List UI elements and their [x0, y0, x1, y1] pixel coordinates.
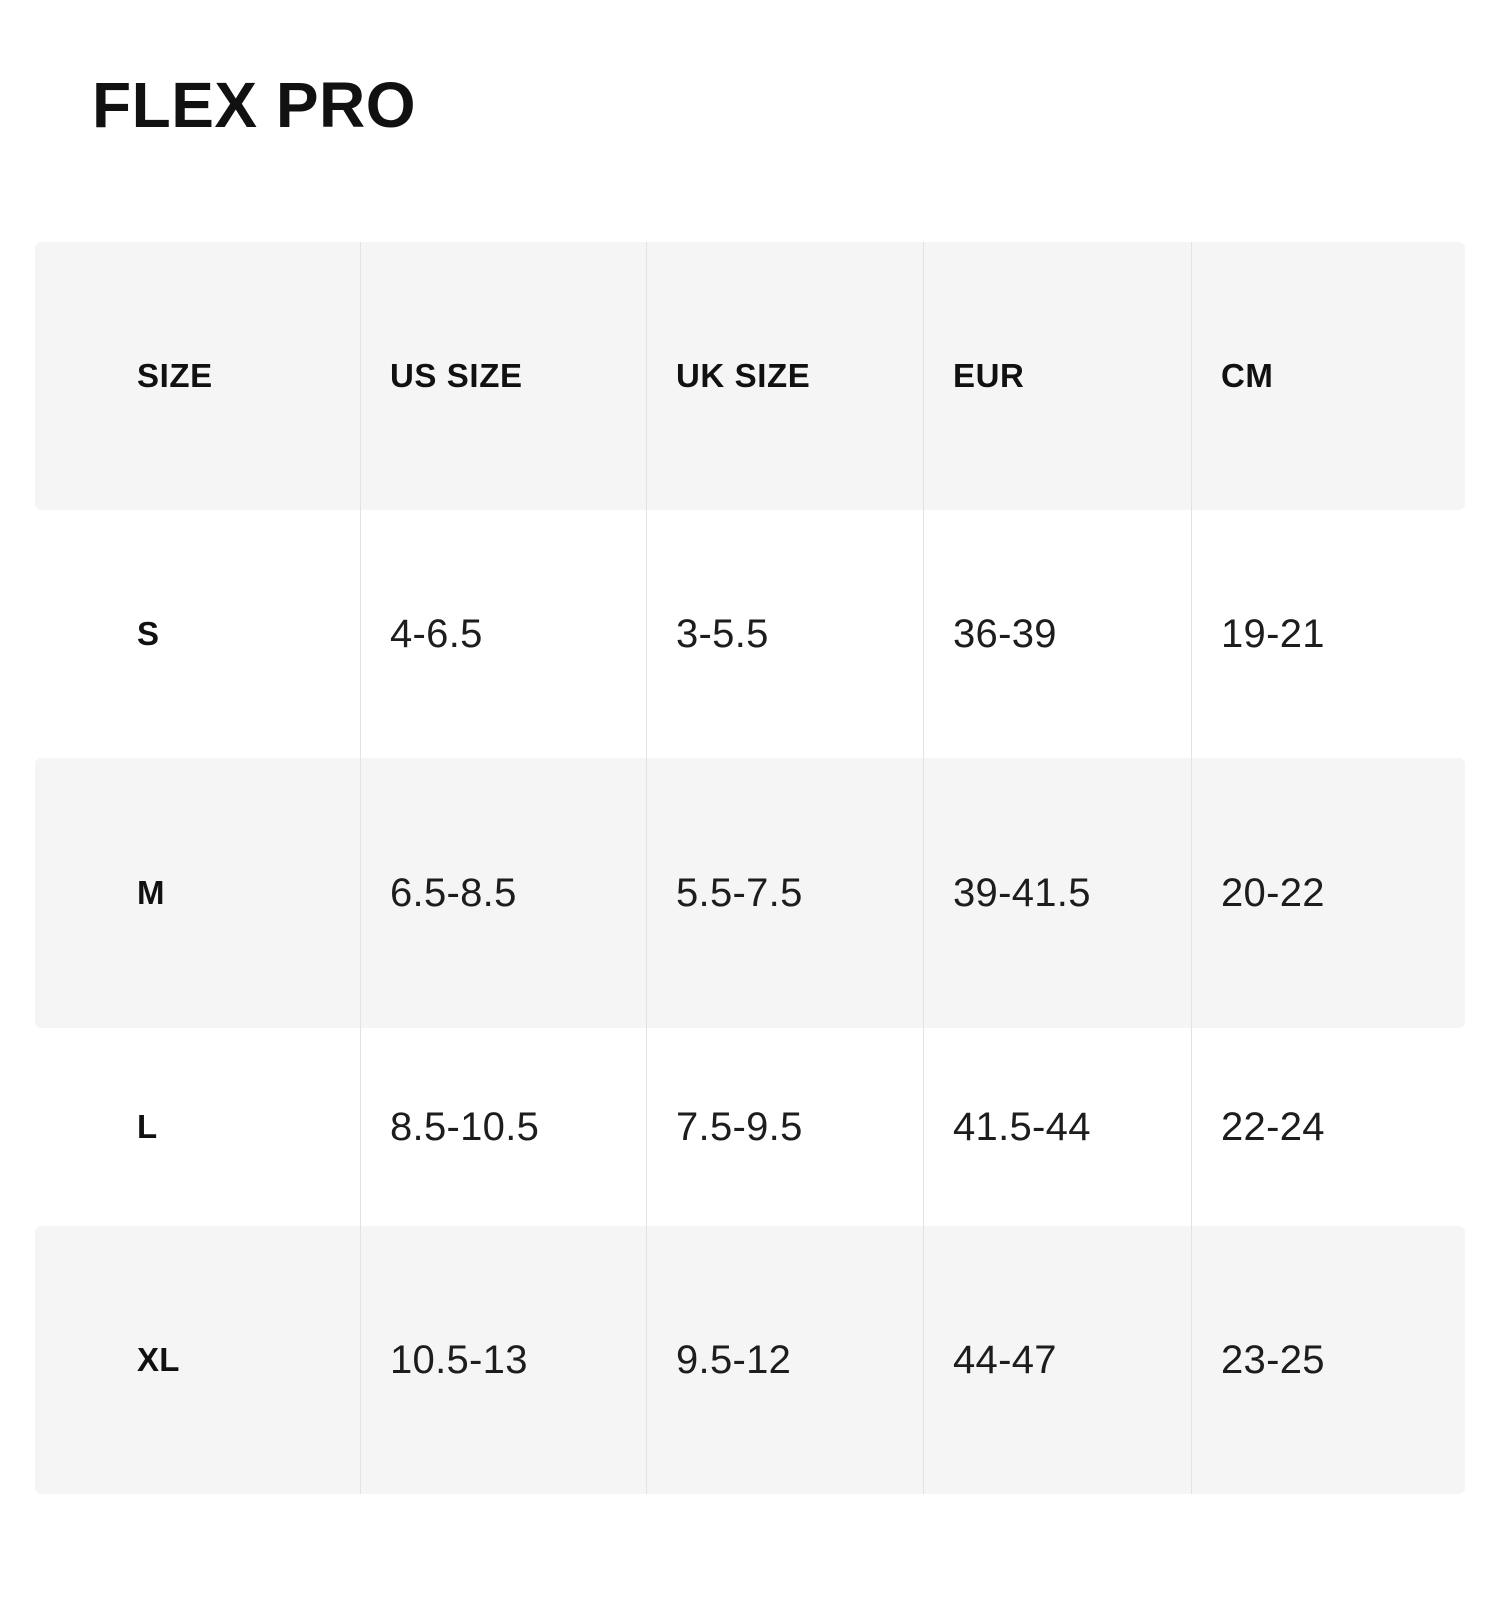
table-cell-uk: 9.5-12	[646, 1226, 923, 1494]
table-cell-cm: 19-21	[1191, 510, 1465, 758]
size-label: S	[137, 615, 160, 652]
table-cell-eur: 41.5-44	[923, 1028, 1191, 1226]
table-cell-uk: 3-5.5	[646, 510, 923, 758]
table-cell-cm: 22-24	[1191, 1028, 1465, 1226]
size-chart-table: SIZE US SIZE UK SIZE EUR CM S 4-6.5 3-5.…	[35, 242, 1465, 1494]
table-cell-us: 8.5-10.5	[360, 1028, 646, 1226]
table-cell-cm: 23-25	[1191, 1226, 1465, 1494]
table-cell-uk: 5.5-7.5	[646, 758, 923, 1028]
table-cell-eur: 36-39	[923, 510, 1191, 758]
table-row-m: M 6.5-8.5 5.5-7.5 39-41.5 20-22	[35, 758, 1465, 1028]
table-cell-eur: 39-41.5	[923, 758, 1191, 1028]
table-cell-us: 6.5-8.5	[360, 758, 646, 1028]
table-row-l: L 8.5-10.5 7.5-9.5 41.5-44 22-24	[35, 1028, 1465, 1226]
table-row-xl: XL 10.5-13 9.5-12 44-47 23-25	[35, 1226, 1465, 1494]
column-header-uk-size: UK SIZE	[646, 242, 923, 510]
column-header-size: SIZE	[137, 357, 213, 394]
size-label: M	[137, 874, 165, 911]
table-row-s: S 4-6.5 3-5.5 36-39 19-21	[35, 510, 1465, 758]
column-header-eur: EUR	[923, 242, 1191, 510]
size-label: L	[137, 1108, 158, 1145]
table-header-row: SIZE US SIZE UK SIZE EUR CM	[35, 242, 1465, 510]
table-cell-uk: 7.5-9.5	[646, 1028, 923, 1226]
column-header-cm: CM	[1191, 242, 1465, 510]
table-cell-us: 4-6.5	[360, 510, 646, 758]
table-cell-cm: 20-22	[1191, 758, 1465, 1028]
size-label: XL	[137, 1341, 180, 1378]
page-title: FLEX PRO	[92, 69, 417, 141]
table-cell-eur: 44-47	[923, 1226, 1191, 1494]
table-cell-us: 10.5-13	[360, 1226, 646, 1494]
column-header-us-size: US SIZE	[360, 242, 646, 510]
